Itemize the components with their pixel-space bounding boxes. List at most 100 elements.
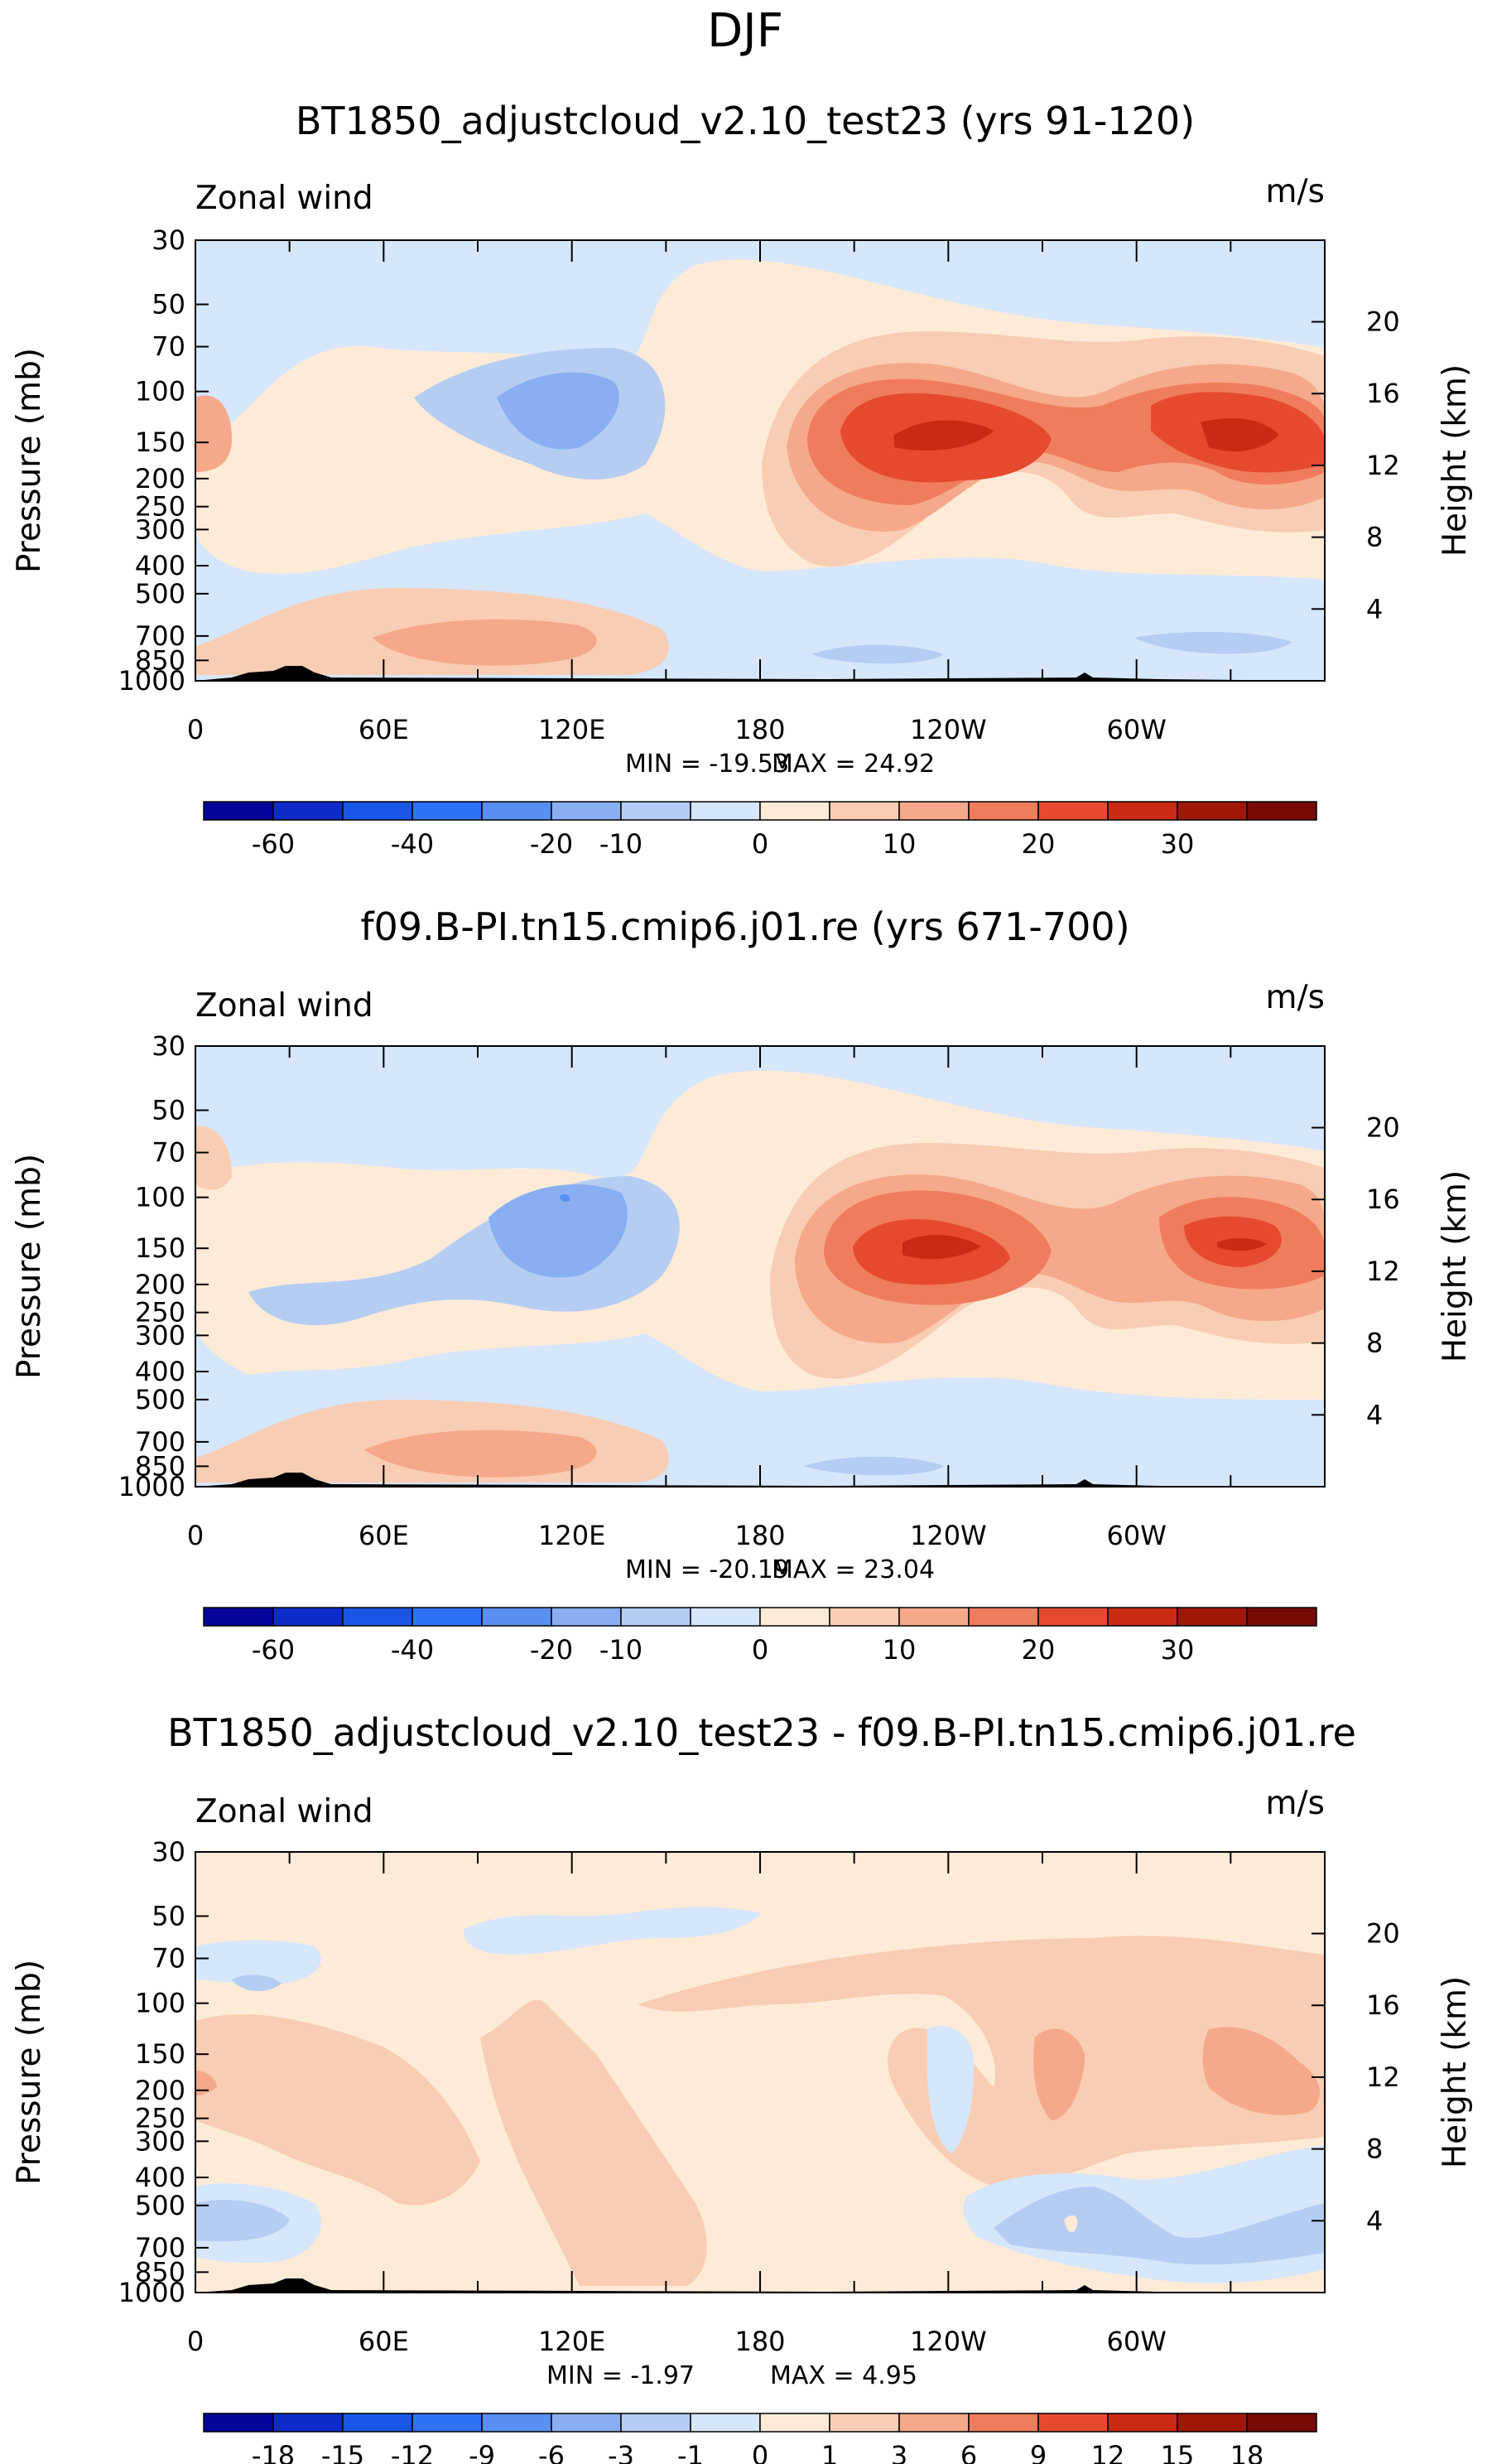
colorbar-label: -3 [608,2440,634,2464]
pressure-tick-label: 500 [135,2190,185,2221]
panel-3-height-axis: 20 16 12 8 4 [1312,1918,1400,2236]
longitude-tick-label: 60W [1106,1520,1166,1551]
panel-1-colorbar: -60 -40 -20 -10 0 10 20 30 [203,801,1317,860]
panel-3-min-label: MIN = -1.97 [546,2361,695,2390]
longitude-tick-label: 120E [538,1520,605,1551]
pressure-tick-label: 250 [135,1297,185,1328]
colorbar-box [829,801,900,821]
colorbar-box [481,801,552,821]
colorbar-box [551,1607,622,1627]
panel-3-field [195,1852,1325,2293]
colorbar-box [551,801,622,821]
colorbar-label: -60 [252,828,295,860]
pressure-tick-label: 50 [152,1095,185,1126]
colorbar-box [1037,801,1109,821]
panel-3-field-contour [232,1975,282,1992]
pressure-tick-label: 300 [135,1319,185,1351]
panel-2-title: f09.B-PI.tn15.cmip6.j01.re (yrs 671-700) [360,904,1129,949]
panel-1: BT1850_adjustcloud_v2.10_test23 (yrs 91-… [11,99,1474,860]
panel-3-y2label: Height (km) [1437,1976,1474,2168]
panel-2-field-contour [803,1456,944,1476]
panel-3-colorbar: -18 -15 -12 -9 -6 -3 -1 0 1 3 6 9 12 15 18 [203,2413,1317,2464]
longitude-tick-label: 120E [538,714,605,745]
colorbar-box [203,1607,274,1627]
colorbar-box [1107,2413,1178,2433]
colorbar-box [898,2413,970,2433]
panel-2-colorbar: -60 -40 -20 -10 0 10 20 30 [203,1607,1317,1666]
colorbar-box [1107,801,1178,821]
panel-1-field [195,240,1325,681]
height-tick-label: 8 [1366,1328,1383,1359]
colorbar-label: -1 [677,2440,704,2464]
pressure-tick-label: 150 [135,2038,185,2070]
colorbar-box [342,1607,413,1627]
colorbar-box [481,2413,552,2433]
longitude-tick-label: 0 [187,1520,204,1551]
colorbar-box [272,801,344,821]
panel-3-field-contour [195,1940,321,1985]
panel-3-title: BT1850_adjustcloud_v2.10_test23 - f09.B-… [167,1710,1356,1755]
colorbar-label: 12 [1091,2440,1125,2464]
longitude-tick-label: 180 [734,2326,785,2357]
panel-3-field-contour [195,2013,480,2206]
panel-1-height-axis: 20 16 12 8 4 [1312,306,1400,624]
panel-3-variable-label: Zonal wind [195,1793,373,1830]
colorbar-label: 10 [883,1634,917,1666]
height-tick-label: 20 [1366,1918,1400,1950]
panel-1-field-contour [811,644,944,664]
panel-3-field-contour [638,1936,1325,2188]
panel-3-field-contour [195,2071,217,2095]
colorbar-box [1246,1607,1317,1627]
height-tick-label: 4 [1366,2205,1383,2236]
pressure-tick-label: 100 [135,1988,185,2019]
pressure-tick-label: 850 [135,644,185,676]
colorbar-box [1246,2413,1317,2433]
colorbar-label: 9 [1030,2440,1047,2464]
colorbar-box [1177,2413,1248,2433]
colorbar-label: 15 [1161,2440,1195,2464]
colorbar-box [829,1607,900,1627]
longitude-tick-label: 60E [359,714,409,745]
pressure-tick-label: 150 [135,427,185,458]
colorbar-label: -10 [599,1634,643,1666]
pressure-tick-label: 300 [135,514,185,545]
colorbar-box [481,1607,552,1627]
panel-1-field-contour [1134,632,1292,654]
pressure-tick-label: 850 [135,1450,185,1482]
panel-1-field-contour [894,420,994,451]
height-tick-label: 16 [1366,1184,1400,1215]
height-tick-label: 20 [1366,306,1400,338]
colorbar-box [272,1607,344,1627]
pressure-tick-label: 1000 [118,1471,185,1502]
panel-2-ylabel: Pressure (mb) [11,1154,48,1379]
longitude-tick-label: 180 [734,714,785,745]
colorbar-label: 18 [1230,2440,1264,2464]
pressure-tick-label: 1000 [118,665,185,697]
panel-3-field-contour [1033,2028,1085,2120]
colorbar-box [551,2413,622,2433]
colorbar-box [620,1607,691,1627]
colorbar-box [898,801,970,821]
longitude-tick-label: 60W [1106,714,1166,745]
pressure-tick-label: 200 [135,2075,185,2106]
panel-2-field-contour [560,1194,570,1202]
colorbar-label: 30 [1161,1634,1195,1666]
pressure-tick-label: 500 [135,578,185,610]
colorbar-label: 10 [883,828,917,860]
colorbar-box [968,1607,1039,1627]
colorbar-box [690,2413,761,2433]
panel-2-topography [195,1473,1325,1487]
colorbar-box [1037,2413,1109,2433]
colorbar-box [203,801,274,821]
panel-2-y2label: Height (km) [1437,1170,1474,1362]
colorbar-box [1177,1607,1248,1627]
colorbar-box [620,801,691,821]
panel-3-topography [195,2278,1325,2293]
colorbar-label: 20 [1022,828,1056,860]
pressure-tick-label: 700 [135,2232,185,2264]
colorbar-box [342,2413,413,2433]
longitude-tick-label: 120W [910,2326,987,2357]
pressure-tick-label: 200 [135,463,185,494]
